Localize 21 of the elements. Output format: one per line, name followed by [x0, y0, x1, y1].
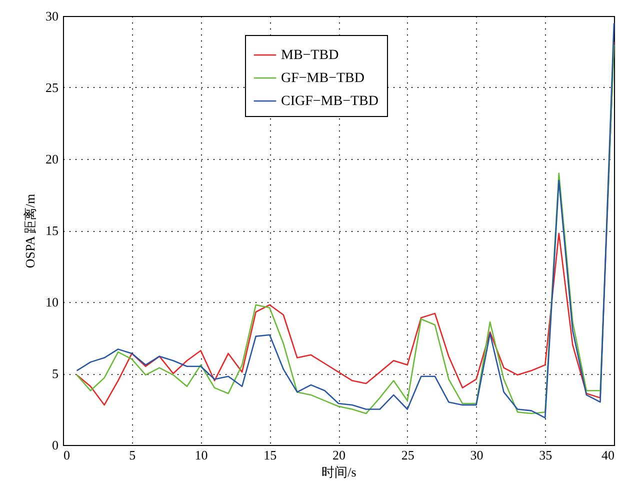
x-tick-label: 0 — [64, 448, 70, 462]
x-axis-title: 时间/s — [322, 464, 356, 480]
legend-label: MB−TBD — [281, 48, 339, 63]
x-tick-label: 30 — [470, 448, 484, 462]
x-tick-label: 5 — [129, 448, 136, 462]
y-tick-label: 15 — [46, 223, 58, 238]
y-tick-label: 30 — [46, 8, 58, 24]
y-tick-label: 20 — [46, 152, 58, 166]
y-tick-label: 5 — [52, 366, 58, 381]
legend-label: GF−MB−TBD — [281, 71, 364, 86]
y-tick-label: 10 — [46, 294, 58, 310]
y-tick-label: 25 — [46, 80, 58, 95]
y-axis-title: OSPA 距离/m — [22, 194, 38, 268]
x-tick-label: 15 — [264, 448, 277, 462]
x-tick-label: 35 — [539, 448, 552, 462]
legend-label: CIGF−MB−TBD — [281, 94, 378, 109]
x-tick-label: 25 — [401, 448, 414, 462]
y-tick-label: 0 — [52, 438, 58, 452]
x-tick-label: 10 — [194, 448, 208, 462]
x-tick-label: 20 — [332, 448, 346, 462]
x-tick-label: 40 — [602, 448, 614, 462]
